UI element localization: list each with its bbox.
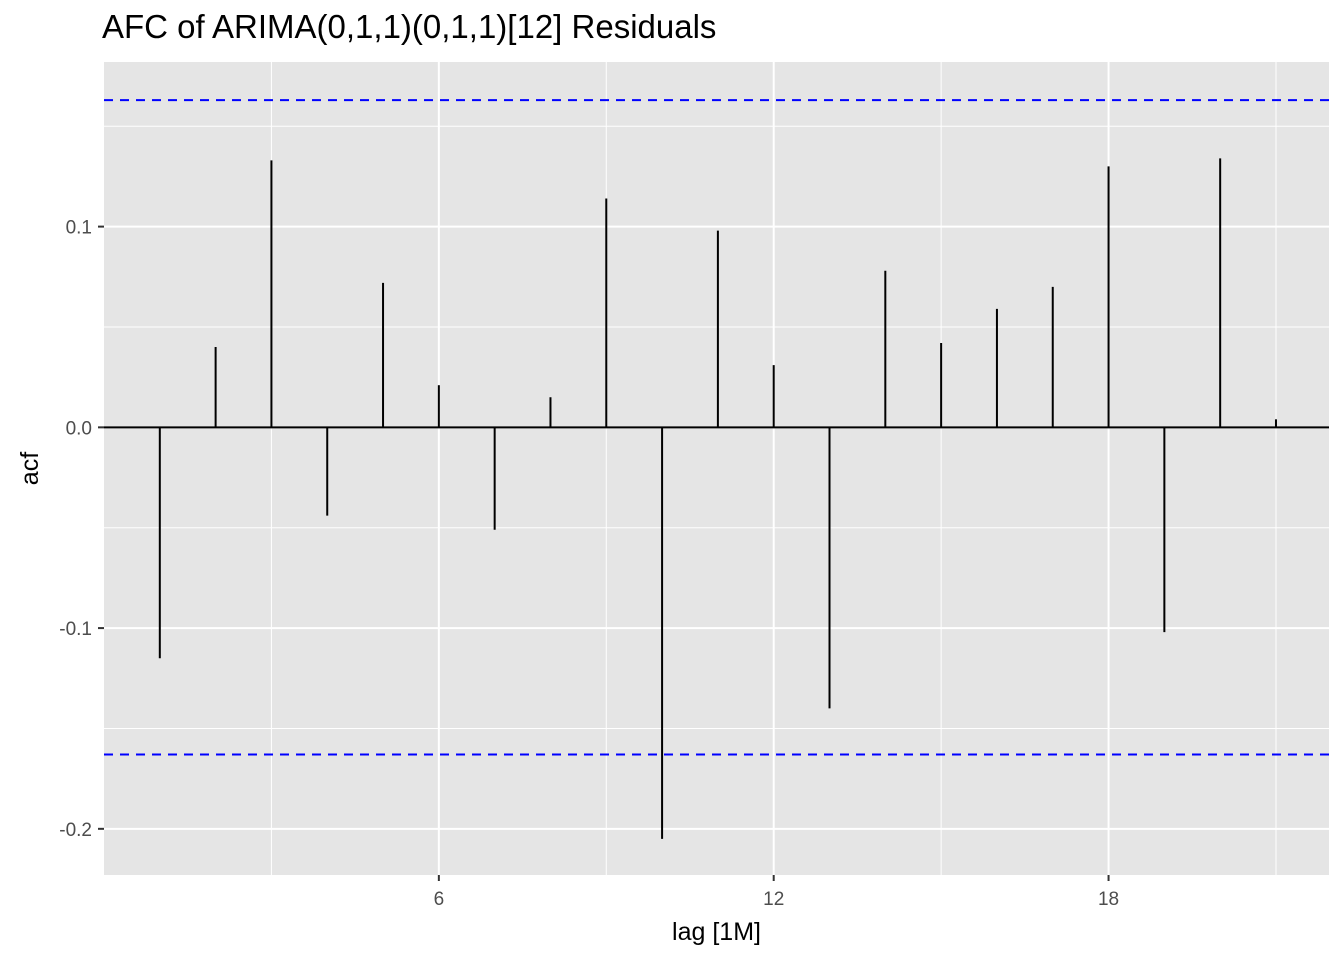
- y-axis-title: acf: [16, 452, 44, 485]
- y-axis: -0.2 -0.1 0.0 0.1: [59, 218, 104, 841]
- x-tick-label: 6: [434, 889, 445, 910]
- y-tick-label: 0.0: [66, 418, 92, 439]
- confidence-bounds: [104, 99, 1329, 756]
- x-tick-label: 18: [1098, 889, 1119, 910]
- x-tick-label: 12: [763, 889, 784, 910]
- chart-title: AFC of ARIMA(0,1,1)(0,1,1)[12] Residuals: [102, 8, 717, 45]
- y-tick-label: -0.2: [59, 820, 92, 841]
- minor-gridlines: [104, 62, 1329, 875]
- y-tick-label: -0.1: [59, 619, 92, 640]
- x-axis: 6 12 18: [434, 875, 1119, 910]
- y-tick-label: 0.1: [66, 218, 92, 239]
- acf-bars: [158, 158, 1277, 839]
- x-axis-title: lag [1M]: [672, 918, 761, 946]
- plot-panel: [104, 62, 1329, 875]
